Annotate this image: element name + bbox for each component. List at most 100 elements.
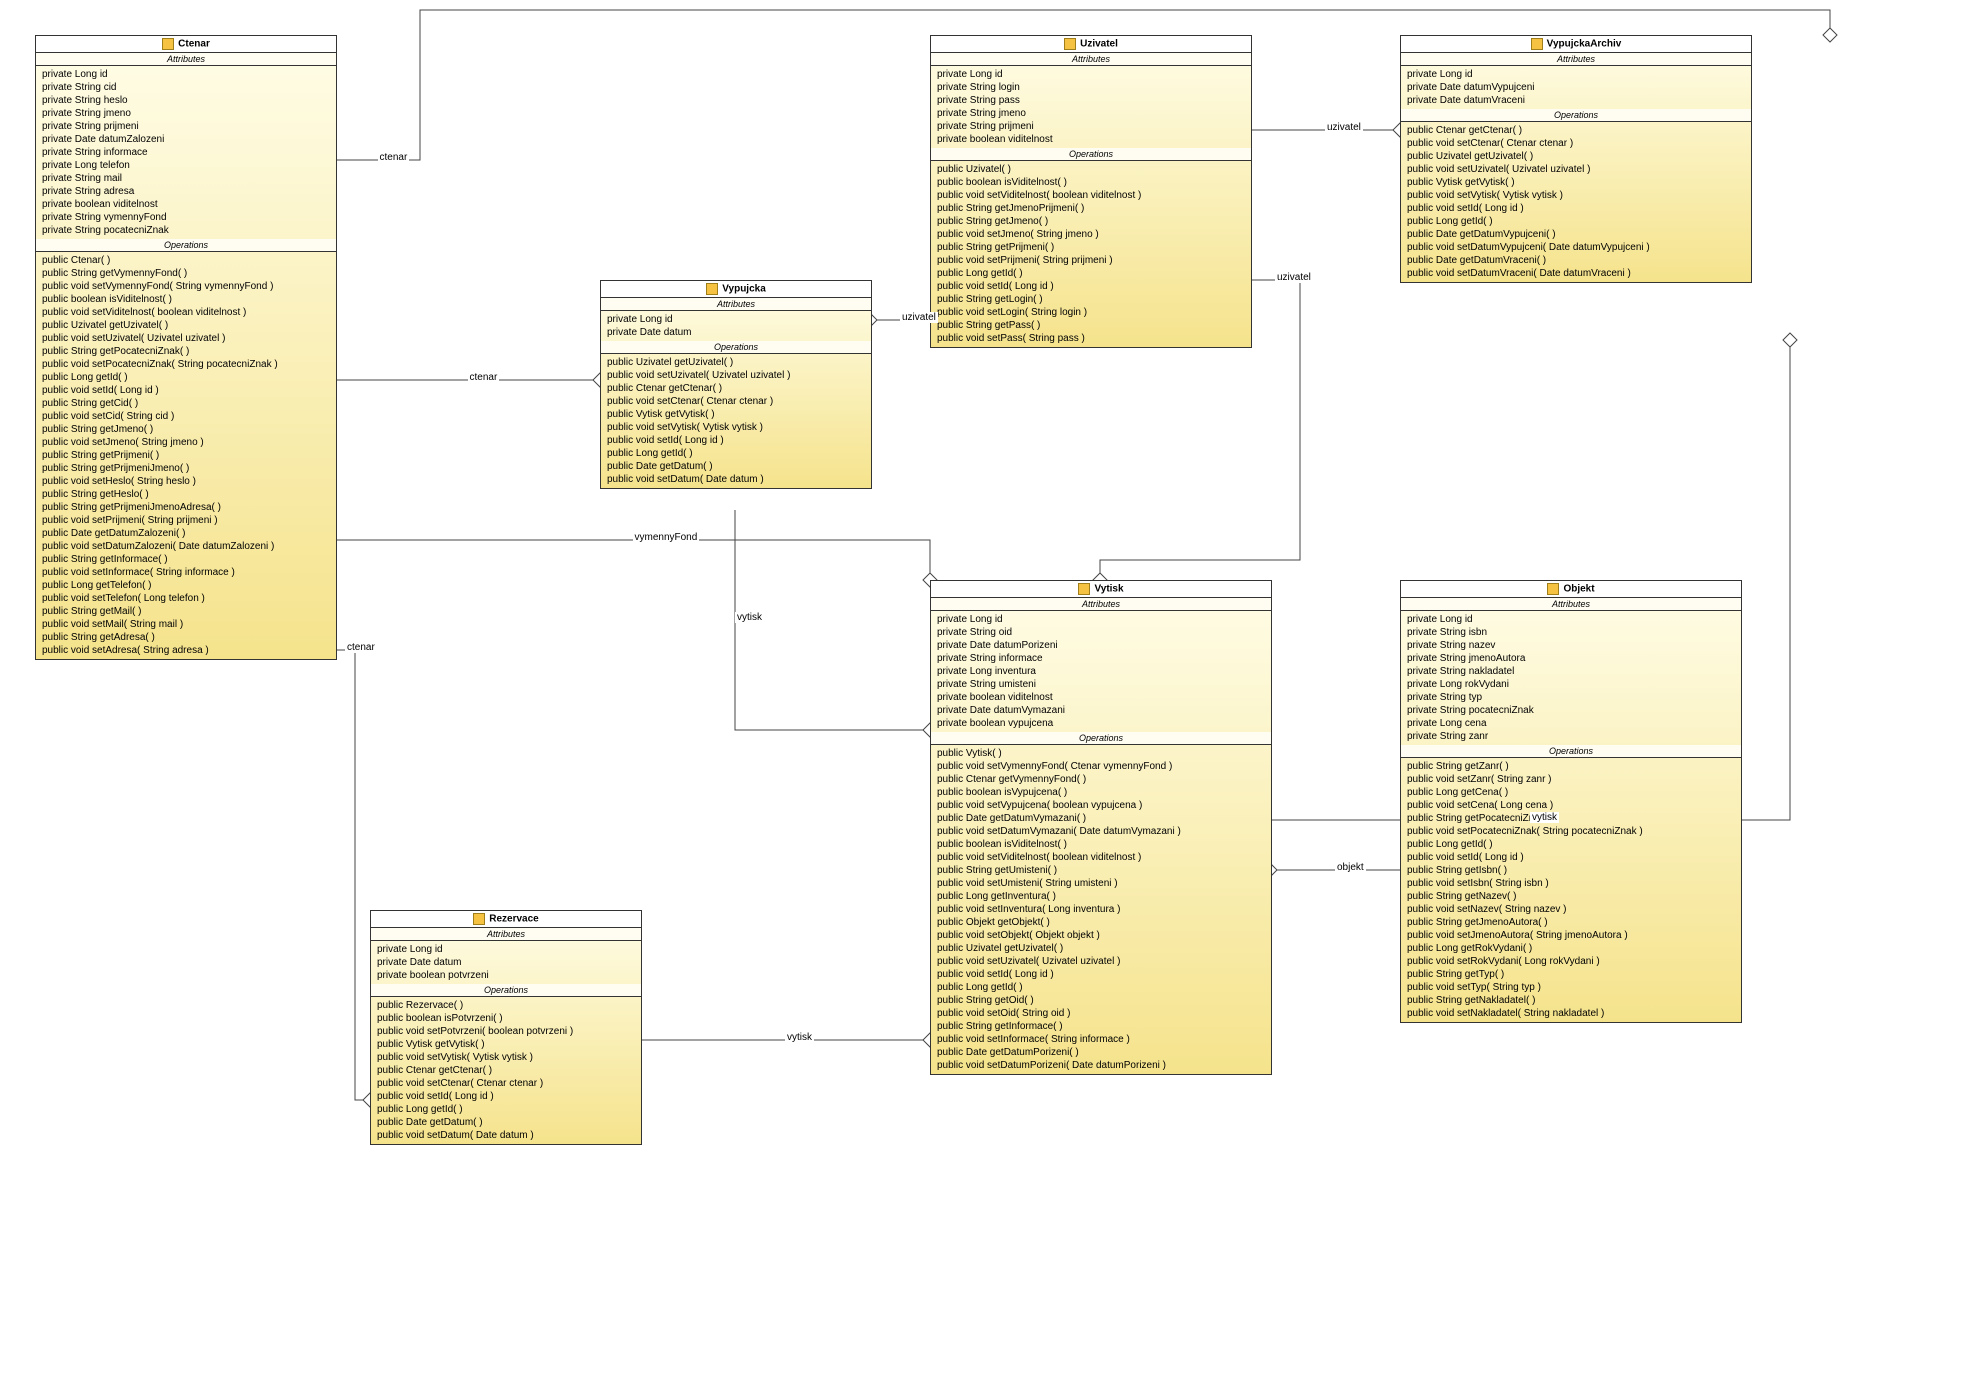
operation-row: public void setDatumVraceni( Date datumV… — [1407, 267, 1745, 280]
operation-row: public String getNazev( ) — [1407, 890, 1735, 903]
operations-section: public Uzivatel( )public boolean isVidit… — [931, 161, 1251, 347]
operation-row: public String getNakladatel( ) — [1407, 994, 1735, 1007]
attribute-row: private String zanr — [1407, 730, 1735, 743]
operation-row: public String getJmenoAutora( ) — [1407, 916, 1735, 929]
attribute-row: private String oid — [937, 626, 1265, 639]
operation-row: public void setVytisk( Vytisk vytisk ) — [1407, 189, 1745, 202]
attribute-row: private Long id — [377, 943, 635, 956]
attributes-header: Attributes — [36, 53, 336, 66]
operation-row: public void setId( Long id ) — [937, 968, 1265, 981]
operation-row: public String getTyp( ) — [1407, 968, 1735, 981]
attribute-row: private String pocatecniZnak — [1407, 704, 1735, 717]
operation-row: public String getJmenoPrijmeni( ) — [937, 202, 1245, 215]
edge-label: objekt — [1335, 862, 1366, 873]
attribute-row: private String pocatecniZnak — [42, 224, 330, 237]
operation-row: public Long getId( ) — [1407, 215, 1745, 228]
attribute-row: private Date datumVraceni — [1407, 94, 1745, 107]
operation-row: public void setUzivatel( Uzivatel uzivat… — [1407, 163, 1745, 176]
class-icon — [1078, 583, 1090, 595]
operation-row: public void setDatumVymazani( Date datum… — [937, 825, 1265, 838]
attribute-row: private Long id — [937, 613, 1265, 626]
attributes-section: private Long idprivate String isbn privat… — [1401, 611, 1741, 745]
operation-row: public void setPass( String pass ) — [937, 332, 1245, 345]
operations-header: Operations — [601, 341, 871, 354]
attribute-row: private String login — [937, 81, 1245, 94]
operation-row: public void setCtenar( Ctenar ctenar ) — [607, 395, 865, 408]
class-title-text: Rezervace — [489, 914, 538, 925]
operation-row: public void setObjekt( Objekt objekt ) — [937, 929, 1265, 942]
operation-row: public void setAdresa( String adresa ) — [42, 644, 330, 657]
class-title: Vytisk — [931, 581, 1271, 598]
operation-row: public void setJmenoAutora( String jmeno… — [1407, 929, 1735, 942]
operation-row: public void setOid( String oid ) — [937, 1007, 1265, 1020]
operation-row: public Date getDatumVraceni( ) — [1407, 254, 1745, 267]
operation-row: public Vytisk( ) — [937, 747, 1265, 760]
operation-row: public void setId( Long id ) — [1407, 202, 1745, 215]
operation-row: public Uzivatel getUzivatel( ) — [42, 319, 330, 332]
operation-row: public Uzivatel( ) — [937, 163, 1245, 176]
operation-row: public Date getDatumZalozeni( ) — [42, 527, 330, 540]
operation-row: public String getPocatecniZnak( ) — [42, 345, 330, 358]
class-title: VypujckaArchiv — [1401, 36, 1751, 53]
attribute-row: private String jmeno — [42, 107, 330, 120]
attribute-row: private Long rokVydani — [1407, 678, 1735, 691]
operation-row: public void setCena( Long cena ) — [1407, 799, 1735, 812]
edge-label: vytisk — [785, 1032, 814, 1043]
attribute-row: private Long id — [1407, 613, 1735, 626]
operation-row: public void setId( Long id ) — [1407, 851, 1735, 864]
operation-row: public void setUmisteni( String umisteni… — [937, 877, 1265, 890]
operation-row: public Long getTelefon( ) — [42, 579, 330, 592]
operation-row: public void setIsbn( String isbn ) — [1407, 877, 1735, 890]
operation-row: public Long getId( ) — [937, 981, 1265, 994]
operation-row: public Ctenar getCtenar( ) — [1407, 124, 1745, 137]
operation-row: public Ctenar( ) — [42, 254, 330, 267]
attribute-row: private boolean viditelnost — [42, 198, 330, 211]
operations-header: Operations — [931, 148, 1251, 161]
operation-row: public Ctenar getCtenar( ) — [377, 1064, 635, 1077]
operation-row: public String getMail( ) — [42, 605, 330, 618]
operation-row: public Date getDatumVymazani( ) — [937, 812, 1265, 825]
operation-row: public void setVymennyFond( String vymen… — [42, 280, 330, 293]
operation-row: public void setPocatecniZnak( String poc… — [42, 358, 330, 371]
attribute-row: private Date datumZalozeni — [42, 133, 330, 146]
attribute-row: private Long inventura — [937, 665, 1265, 678]
operation-row: public void setCtenar( Ctenar ctenar ) — [1407, 137, 1745, 150]
operation-row: public Rezervace( ) — [377, 999, 635, 1012]
class-vytisk: VytiskAttributesprivate Long idprivate S… — [930, 580, 1272, 1075]
operation-row: public String getJmeno( ) — [42, 423, 330, 436]
class-icon — [473, 913, 485, 925]
class-icon — [1064, 38, 1076, 50]
class-title-text: Vypujcka — [722, 284, 766, 295]
operation-row: public void setVypujcena( boolean vypujc… — [937, 799, 1265, 812]
operation-row: public Ctenar getVymennyFond( ) — [937, 773, 1265, 786]
operations-header: Operations — [1401, 745, 1741, 758]
attribute-row: private String informace — [42, 146, 330, 159]
operation-row: public void setPrijmeni( String prijmeni… — [937, 254, 1245, 267]
operation-row: public void setPocatecniZnak( String poc… — [1407, 825, 1735, 838]
attribute-row: private boolean viditelnost — [937, 133, 1245, 146]
operations-header: Operations — [36, 239, 336, 252]
operation-row: public void setViditelnost( boolean vidi… — [937, 851, 1265, 864]
operation-row: public boolean isVypujcena( ) — [937, 786, 1265, 799]
class-uzivatel: UzivatelAttributesprivate Long idprivate… — [930, 35, 1252, 348]
attribute-row: private String heslo — [42, 94, 330, 107]
attribute-row: private String jmenoAutora — [1407, 652, 1735, 665]
operations-header: Operations — [1401, 109, 1751, 122]
attributes-section: private Long idprivate String cidprivate… — [36, 66, 336, 239]
operation-row: public String getLogin( ) — [937, 293, 1245, 306]
operations-section: public String getZanr( )public void setZ… — [1401, 758, 1741, 1022]
operation-row: public void setUzivatel( Uzivatel uzivat… — [42, 332, 330, 345]
operation-row: public String getVymennyFond( ) — [42, 267, 330, 280]
attribute-row: private Long telefon — [42, 159, 330, 172]
operation-row: public String getPass( ) — [937, 319, 1245, 332]
class-rezervace: RezervaceAttributesprivate Long idprivat… — [370, 910, 642, 1145]
operation-row: public Date getDatumPorizeni( ) — [937, 1046, 1265, 1059]
operation-row: public String getPrijmeni( ) — [937, 241, 1245, 254]
operation-row: public String getPrijmeniJmeno( ) — [42, 462, 330, 475]
attribute-row: private String adresa — [42, 185, 330, 198]
operation-row: public boolean isPotvrzeni( ) — [377, 1012, 635, 1025]
class-icon — [1531, 38, 1543, 50]
attribute-row: private String isbn — [1407, 626, 1735, 639]
operation-row: public Objekt getObjekt( ) — [937, 916, 1265, 929]
operation-row: public String getAdresa( ) — [42, 631, 330, 644]
